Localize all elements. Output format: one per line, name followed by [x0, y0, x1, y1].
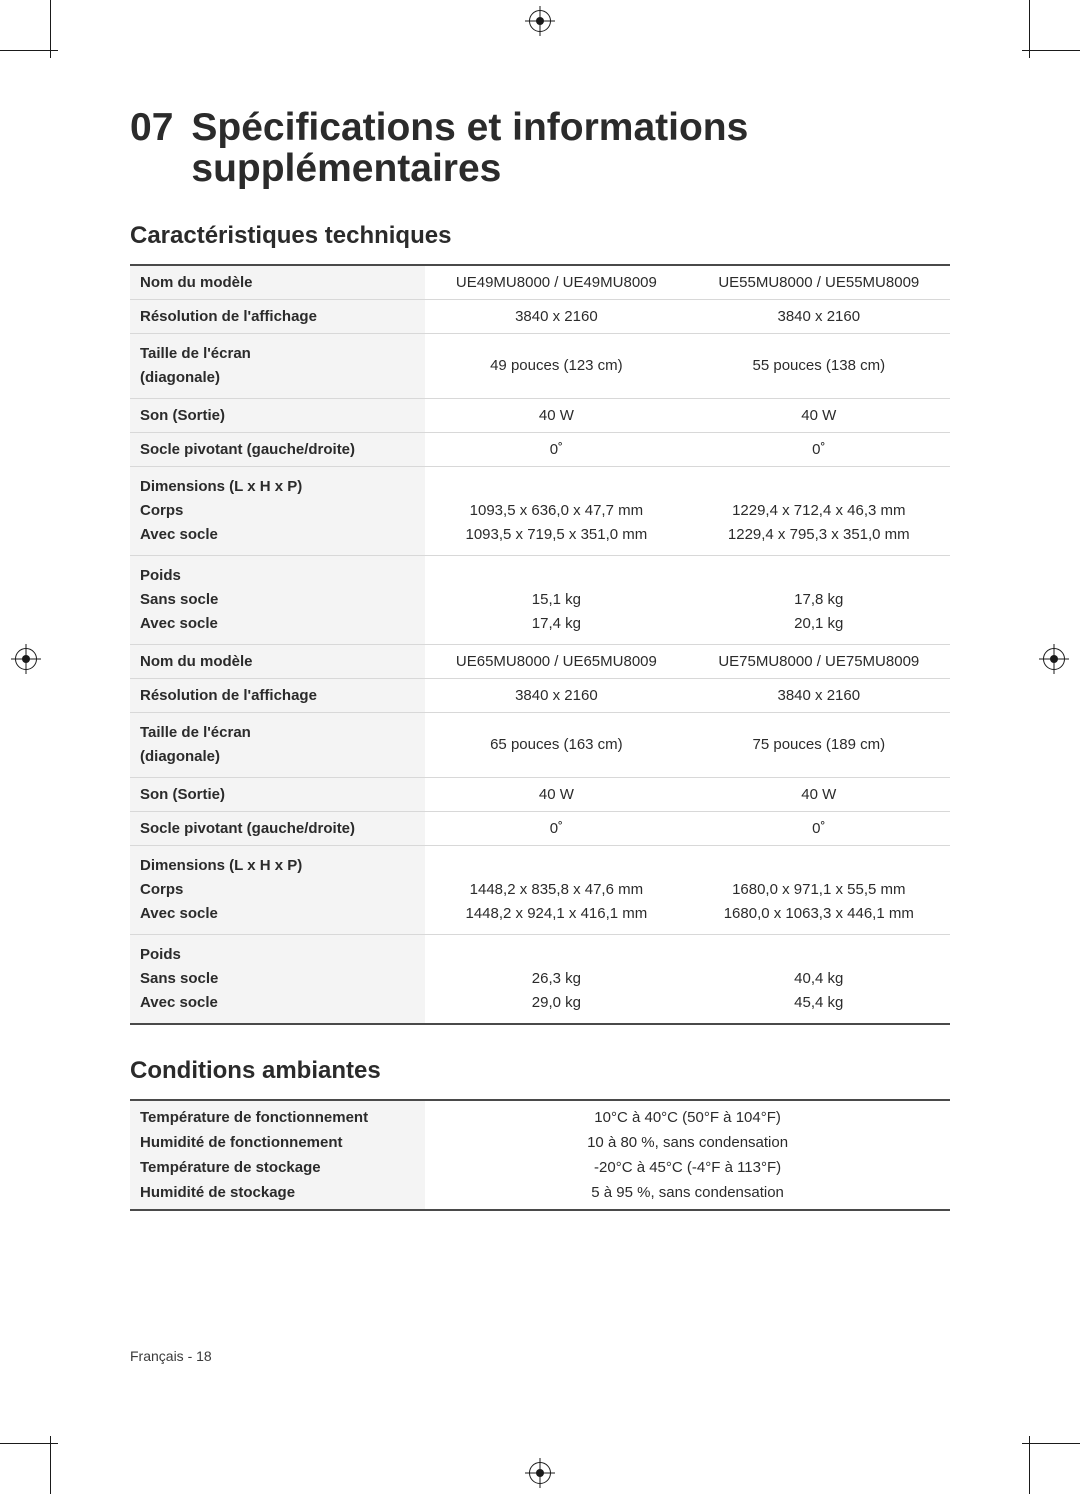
specs-heading: Caractéristiques techniques [130, 222, 950, 250]
table-row: PoidsSans socleAvec socle26,3 kg29,0 kg4… [130, 934, 950, 1024]
table-row: Nom du modèleUE49MU8000 / UE49MU8009UE55… [130, 265, 950, 300]
spec-value-col1: 1093,5 x 636,0 x 47,7 mm1093,5 x 719,5 x… [425, 466, 687, 555]
spec-label: Résolution de l'affichage [130, 299, 425, 333]
spec-value-col2: 55 pouces (138 cm) [688, 333, 950, 398]
table-row: Résolution de l'affichage3840 x 21603840… [130, 299, 950, 333]
spec-label: Socle pivotant (gauche/droite) [130, 811, 425, 845]
spec-value-col1: 65 pouces (163 cm) [425, 712, 687, 777]
spec-label: PoidsSans socleAvec socle [130, 555, 425, 644]
table-row: Dimensions (L x H x P)CorpsAvec socle144… [130, 845, 950, 934]
spec-label: Taille de l'écran(diagonale) [130, 333, 425, 398]
spec-value-col2: UE55MU8000 / UE55MU8009 [688, 265, 950, 300]
env-value: 5 à 95 %, sans condensation [425, 1180, 950, 1210]
env-heading: Conditions ambiantes [130, 1057, 950, 1085]
table-row: Humidité de fonctionnement10 à 80 %, san… [130, 1130, 950, 1155]
spec-value-col1: UE65MU8000 / UE65MU8009 [425, 644, 687, 678]
registration-mark-icon [529, 10, 551, 32]
spec-value-col2: 0˚ [688, 432, 950, 466]
spec-value-col1: 0˚ [425, 432, 687, 466]
env-table: Température de fonctionnement10°C à 40°C… [130, 1099, 950, 1211]
spec-label: Nom du modèle [130, 644, 425, 678]
spec-value-col1: 3840 x 2160 [425, 678, 687, 712]
spec-value-col2: 1229,4 x 712,4 x 46,3 mm1229,4 x 795,3 x… [688, 466, 950, 555]
spec-value-col1: 15,1 kg17,4 kg [425, 555, 687, 644]
spec-value-col2: 40 W [688, 777, 950, 811]
env-label: Humidité de fonctionnement [130, 1130, 425, 1155]
spec-label: Taille de l'écran(diagonale) [130, 712, 425, 777]
table-row: Son (Sortie)40 W40 W [130, 398, 950, 432]
table-row: Taille de l'écran(diagonale)65 pouces (1… [130, 712, 950, 777]
table-row: Socle pivotant (gauche/droite)0˚0˚ [130, 432, 950, 466]
crop-mark [1029, 1436, 1030, 1494]
spec-value-col1: 40 W [425, 398, 687, 432]
spec-label: Son (Sortie) [130, 398, 425, 432]
crop-mark [50, 1436, 51, 1494]
spec-value-col2: 40,4 kg45,4 kg [688, 934, 950, 1024]
crop-mark [1022, 1443, 1080, 1444]
spec-value-col2: 1680,0 x 971,1 x 55,5 mm1680,0 x 1063,3 … [688, 845, 950, 934]
table-row: Taille de l'écran(diagonale)49 pouces (1… [130, 333, 950, 398]
spec-value-col1: UE49MU8000 / UE49MU8009 [425, 265, 687, 300]
spec-label: Dimensions (L x H x P)CorpsAvec socle [130, 466, 425, 555]
table-row: Résolution de l'affichage3840 x 21603840… [130, 678, 950, 712]
env-value: -20°C à 45°C (-4°F à 113°F) [425, 1155, 950, 1180]
table-row: Humidité de stockage5 à 95 %, sans conde… [130, 1180, 950, 1210]
spec-label: Socle pivotant (gauche/droite) [130, 432, 425, 466]
section-number: 07 [130, 108, 173, 149]
spec-value-col2: 3840 x 2160 [688, 299, 950, 333]
table-row: Nom du modèleUE65MU8000 / UE65MU8009UE75… [130, 644, 950, 678]
spec-label: PoidsSans socleAvec socle [130, 934, 425, 1024]
table-row: Socle pivotant (gauche/droite)0˚0˚ [130, 811, 950, 845]
registration-mark-icon [1043, 648, 1065, 670]
specs-table: Nom du modèleUE49MU8000 / UE49MU8009UE55… [130, 264, 950, 1025]
spec-label: Dimensions (L x H x P)CorpsAvec socle [130, 845, 425, 934]
spec-value-col1: 3840 x 2160 [425, 299, 687, 333]
spec-value-col2: 17,8 kg20,1 kg [688, 555, 950, 644]
spec-value-col1: 49 pouces (123 cm) [425, 333, 687, 398]
spec-value-col2: UE75MU8000 / UE75MU8009 [688, 644, 950, 678]
spec-value-col1: 0˚ [425, 811, 687, 845]
table-row: PoidsSans socleAvec socle15,1 kg17,4 kg1… [130, 555, 950, 644]
section-title-line1: Spécifications et informations [191, 106, 748, 149]
crop-mark [0, 1443, 58, 1444]
spec-value-col1: 26,3 kg29,0 kg [425, 934, 687, 1024]
env-label: Humidité de stockage [130, 1180, 425, 1210]
spec-value-col2: 0˚ [688, 811, 950, 845]
table-row: Son (Sortie)40 W40 W [130, 777, 950, 811]
spec-value-col1: 1448,2 x 835,8 x 47,6 mm1448,2 x 924,1 x… [425, 845, 687, 934]
table-row: Dimensions (L x H x P)CorpsAvec socle109… [130, 466, 950, 555]
section-title: Spécifications et informations supplémen… [191, 108, 748, 190]
env-label: Température de stockage [130, 1155, 425, 1180]
env-value: 10 à 80 %, sans condensation [425, 1130, 950, 1155]
spec-value-col2: 3840 x 2160 [688, 678, 950, 712]
section-heading: 07 Spécifications et informations supplé… [130, 108, 950, 190]
crop-mark [1022, 50, 1080, 51]
table-row: Température de fonctionnement10°C à 40°C… [130, 1100, 950, 1130]
spec-value-col2: 40 W [688, 398, 950, 432]
spec-label: Son (Sortie) [130, 777, 425, 811]
spec-label: Nom du modèle [130, 265, 425, 300]
spec-value-col1: 40 W [425, 777, 687, 811]
registration-mark-icon [15, 648, 37, 670]
section-title-line2: supplémentaires [191, 147, 501, 190]
registration-mark-icon [529, 1462, 551, 1484]
page-content: 07 Spécifications et informations supplé… [130, 108, 950, 1211]
spec-value-col2: 75 pouces (189 cm) [688, 712, 950, 777]
env-value: 10°C à 40°C (50°F à 104°F) [425, 1100, 950, 1130]
page-footer: Français - 18 [130, 1348, 212, 1364]
table-row: Température de stockage-20°C à 45°C (-4°… [130, 1155, 950, 1180]
crop-mark [0, 50, 58, 51]
spec-label: Résolution de l'affichage [130, 678, 425, 712]
env-label: Température de fonctionnement [130, 1100, 425, 1130]
